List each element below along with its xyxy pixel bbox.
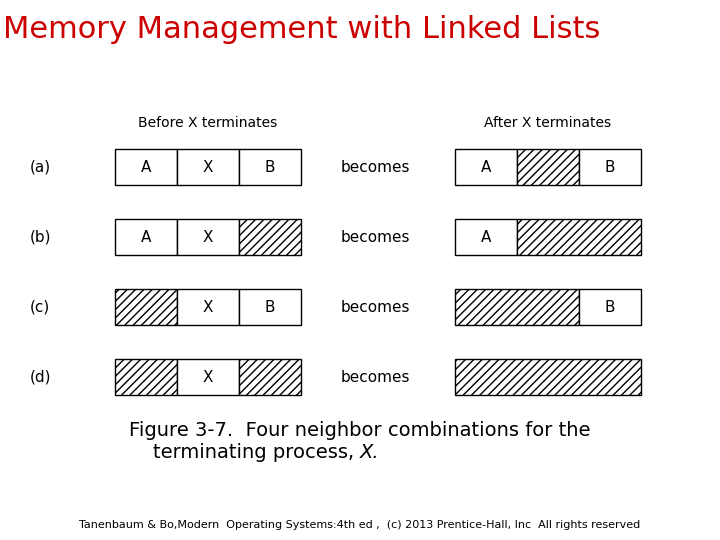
Bar xyxy=(239,149,301,185)
Text: Before X terminates: Before X terminates xyxy=(138,116,278,130)
Bar xyxy=(517,149,579,185)
Bar xyxy=(239,359,301,395)
Bar xyxy=(239,219,301,255)
Text: A: A xyxy=(141,159,151,174)
Text: (b): (b) xyxy=(30,230,52,245)
Bar xyxy=(239,289,301,325)
Bar xyxy=(177,289,239,325)
Bar xyxy=(115,149,177,185)
Text: Memory Management with Linked Lists: Memory Management with Linked Lists xyxy=(3,15,600,44)
Text: (d): (d) xyxy=(30,369,52,384)
Text: A: A xyxy=(141,230,151,245)
Text: X.: X. xyxy=(360,443,379,462)
Bar xyxy=(455,359,641,395)
Text: becomes: becomes xyxy=(341,230,410,245)
Text: B: B xyxy=(265,300,275,314)
Bar xyxy=(579,289,641,325)
Text: A: A xyxy=(481,159,491,174)
Text: After X terminates: After X terminates xyxy=(485,116,611,130)
Text: B: B xyxy=(605,159,616,174)
Text: X: X xyxy=(203,159,213,174)
Text: Tanenbaum & Bo,Modern  Operating Systems:4th ed ,  (c) 2013 Prentice-Hall, Inc  : Tanenbaum & Bo,Modern Operating Systems:… xyxy=(79,520,641,530)
Bar xyxy=(177,219,239,255)
Text: becomes: becomes xyxy=(341,300,410,314)
Text: becomes: becomes xyxy=(341,369,410,384)
Text: (c): (c) xyxy=(30,300,50,314)
Text: B: B xyxy=(265,159,275,174)
Bar xyxy=(455,289,579,325)
Bar xyxy=(455,149,517,185)
Bar xyxy=(177,149,239,185)
Bar xyxy=(115,289,177,325)
Bar xyxy=(115,219,177,255)
Bar xyxy=(115,359,177,395)
Text: B: B xyxy=(605,300,616,314)
Bar xyxy=(455,219,517,255)
Bar xyxy=(177,359,239,395)
Text: Figure 3-7.  Four neighbor combinations for the: Figure 3-7. Four neighbor combinations f… xyxy=(130,421,590,440)
Text: becomes: becomes xyxy=(341,159,410,174)
Bar xyxy=(517,219,641,255)
Text: X: X xyxy=(203,369,213,384)
Text: X: X xyxy=(203,300,213,314)
Text: X: X xyxy=(203,230,213,245)
Text: terminating process,: terminating process, xyxy=(153,443,360,462)
Text: (a): (a) xyxy=(30,159,51,174)
Bar xyxy=(579,149,641,185)
Text: A: A xyxy=(481,230,491,245)
